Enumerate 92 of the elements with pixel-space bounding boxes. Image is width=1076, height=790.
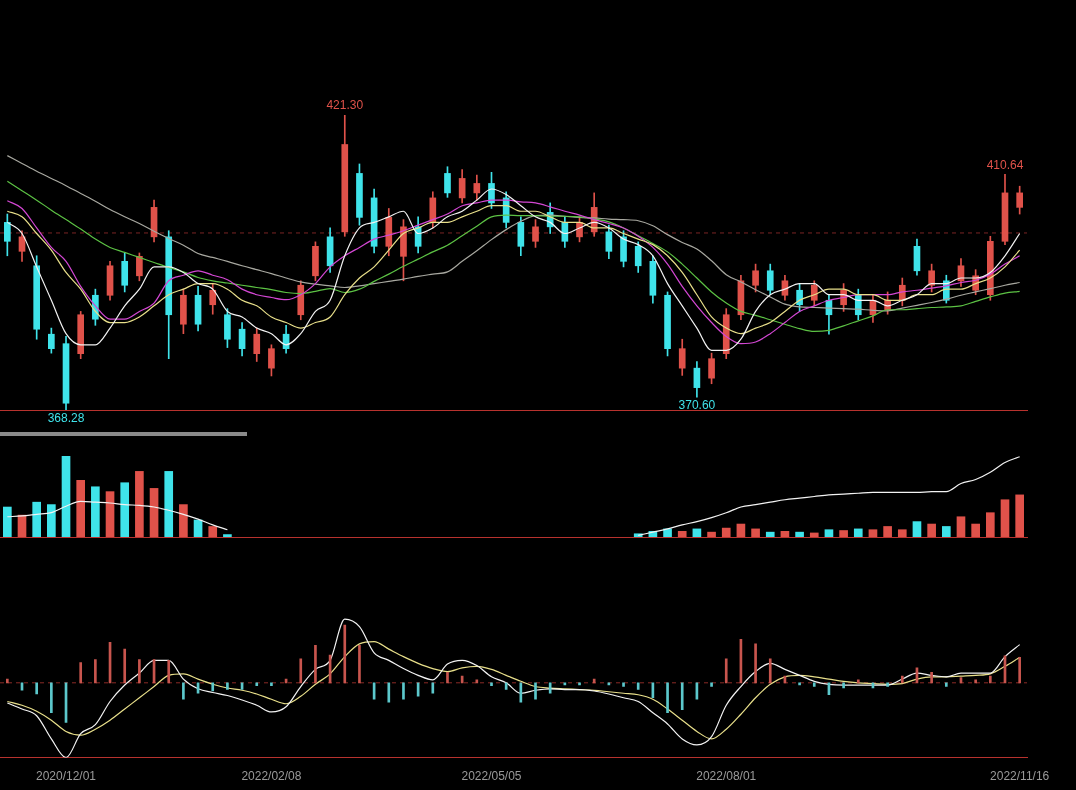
bar <box>446 672 449 684</box>
bar <box>795 531 804 537</box>
bar <box>622 682 625 687</box>
bar <box>853 528 863 537</box>
bar <box>680 682 684 711</box>
bar <box>868 529 878 537</box>
bar <box>1000 499 1010 537</box>
bar <box>534 682 537 700</box>
bar <box>724 658 728 684</box>
bar <box>941 526 951 537</box>
bar <box>842 682 845 689</box>
bar <box>79 662 83 684</box>
bar <box>6 678 9 684</box>
bar <box>1015 494 1024 537</box>
bar <box>402 682 405 700</box>
bar <box>299 658 303 684</box>
bar <box>886 682 889 687</box>
bar <box>856 679 860 684</box>
bar <box>226 682 229 690</box>
x-tick-label: 2022/05/05 <box>461 769 522 784</box>
bar <box>123 648 127 684</box>
bar <box>707 531 716 537</box>
bar <box>988 675 992 684</box>
bar <box>135 471 144 537</box>
bar <box>91 486 100 537</box>
bar <box>223 534 232 537</box>
bar <box>255 682 259 687</box>
bar <box>812 682 816 687</box>
bar <box>927 523 936 537</box>
bar <box>768 658 772 684</box>
bar <box>974 679 977 684</box>
bar <box>76 479 86 537</box>
bar <box>314 645 317 684</box>
bar <box>47 504 56 537</box>
bar <box>164 471 174 537</box>
bar <box>32 501 42 537</box>
bar <box>798 682 801 686</box>
bar <box>208 526 218 537</box>
bar <box>956 516 966 537</box>
bar <box>490 682 493 687</box>
bar <box>883 526 892 537</box>
bar <box>179 504 188 537</box>
bar <box>578 682 581 686</box>
x-tick-label: 2022/08/01 <box>696 769 757 784</box>
bar <box>3 506 12 537</box>
bar <box>105 491 115 537</box>
bar <box>167 660 171 684</box>
bar <box>50 682 53 714</box>
bar <box>636 682 640 690</box>
bar <box>765 531 775 537</box>
x-tick-label: 2022/11/16 <box>990 769 1050 784</box>
bar <box>270 682 273 687</box>
bar <box>182 682 185 700</box>
bar <box>358 645 361 684</box>
bar <box>897 529 907 537</box>
bar <box>431 682 435 694</box>
bar <box>710 682 713 687</box>
bar <box>149 488 159 537</box>
bar <box>912 521 922 537</box>
annotation: 370.60 <box>678 398 716 413</box>
annotation: 421.30 <box>326 98 364 113</box>
bar <box>343 624 347 684</box>
bar <box>809 532 819 537</box>
bar <box>824 529 834 537</box>
x-tick-label: 2020/12/01 <box>35 769 97 784</box>
bar <box>138 659 141 684</box>
bar <box>985 512 995 537</box>
bar <box>971 523 980 537</box>
bar <box>721 527 731 537</box>
bar <box>475 679 479 684</box>
bar <box>944 682 948 687</box>
bar <box>677 531 687 537</box>
bar <box>120 482 130 537</box>
bar <box>94 659 97 684</box>
bar <box>900 675 904 684</box>
bar <box>592 678 596 684</box>
bar <box>35 682 39 695</box>
bar <box>211 682 215 692</box>
annotation: 410.64 <box>986 157 1024 172</box>
bar <box>839 530 848 537</box>
bar <box>387 682 391 703</box>
bar <box>61 456 71 537</box>
bar <box>548 682 552 694</box>
bar <box>1018 657 1021 684</box>
annotation: 368.28 <box>47 411 85 426</box>
x-tick-label: 2022/02/08 <box>241 769 302 784</box>
bar <box>751 528 760 537</box>
bar <box>754 643 757 684</box>
bar <box>930 672 933 684</box>
bar <box>780 531 790 537</box>
bar <box>666 682 669 714</box>
bar <box>736 523 746 537</box>
